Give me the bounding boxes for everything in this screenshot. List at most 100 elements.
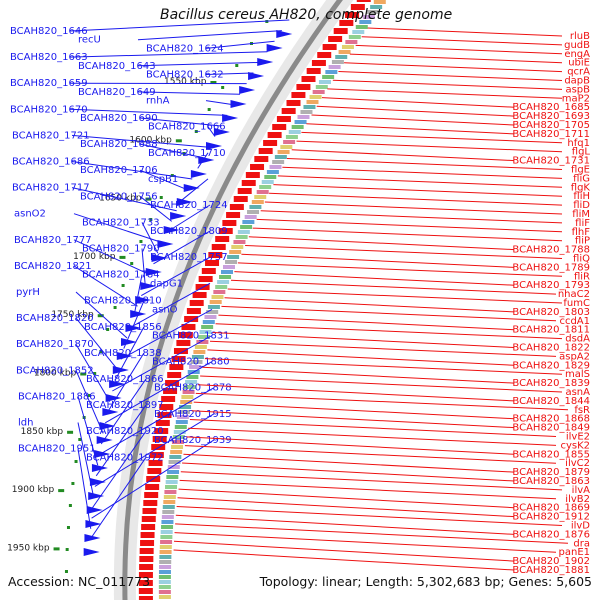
reverse-gene-label: BCAH820_1839 — [512, 378, 590, 389]
reverse-gene-leader — [215, 323, 563, 340]
forward-gene-leader — [181, 178, 209, 201]
forward-gene-label: BCAH820_1663 — [10, 52, 88, 63]
reverse-gene-arrow — [333, 28, 348, 34]
forward-gene-label: BCAH820_1724 — [150, 200, 228, 211]
forward-gene-leader — [197, 152, 209, 169]
forward-gene-arrow — [116, 352, 133, 360]
forward-gene-arrow — [145, 268, 162, 276]
functional-class-track-segment — [169, 455, 182, 459]
reverse-gene-leader — [367, 27, 563, 37]
forward-gene-label: BCAH820_1757 — [150, 252, 228, 263]
reverse-gene-leader — [291, 149, 515, 162]
reverse-gene-arrow — [276, 116, 291, 122]
functional-class-track-segment — [160, 530, 173, 534]
forward-gene-leader — [107, 352, 145, 413]
functional-class-track-segment — [341, 45, 354, 49]
reverse-gene-leader — [180, 471, 563, 491]
forward-gene-arrow — [190, 170, 207, 178]
functional-class-track-segment — [158, 580, 171, 584]
forward-gene-arrow — [125, 324, 142, 332]
reverse-gene-leader — [202, 366, 515, 384]
reverse-gene-arrow — [281, 108, 296, 114]
forward-gene-label: BCAH820_1866 — [86, 374, 164, 385]
reverse-gene-arrow — [181, 324, 196, 330]
functional-class-track-segment — [186, 375, 199, 379]
functional-class-track-segment — [240, 225, 253, 229]
functional-class-track-segment — [191, 355, 204, 359]
reverse-gene-leader — [256, 218, 563, 233]
forward-gene-leader — [133, 274, 143, 317]
forward-gene-leader — [137, 91, 241, 95]
forward-gene-label: asnO — [152, 304, 178, 315]
functional-class-track-segment — [256, 190, 269, 194]
reverse-gene-arrow — [267, 132, 282, 138]
reverse-gene-arrow — [258, 148, 273, 154]
reverse-gene-arrow — [322, 44, 337, 50]
reverse-gene-leader — [176, 506, 563, 526]
reverse-gene-label: fumC — [563, 298, 590, 309]
forward-gene-leader — [153, 230, 211, 265]
forward-gene-leader — [71, 187, 177, 212]
reverse-gene-leader — [182, 462, 515, 482]
functional-class-track-segment — [335, 55, 348, 59]
reverse-gene-arrow — [286, 100, 301, 106]
reverse-gene-leader — [269, 192, 563, 206]
reverse-gene-leader — [204, 358, 563, 375]
forward-gene-arrow — [84, 534, 101, 542]
forward-gene-label: BCAH820_1820 — [16, 313, 94, 324]
functional-class-track-segment — [285, 135, 298, 139]
reverse-gene-arrow — [163, 388, 178, 394]
reverse-gene-arrow — [218, 228, 233, 234]
functional-class-track-segment — [174, 425, 187, 429]
reverse-gene-leader — [241, 253, 515, 268]
reverse-gene-arrow — [138, 572, 153, 578]
forward-gene-label: pyrH — [16, 287, 40, 298]
functional-class-track-segment — [204, 315, 217, 319]
forward-gene-label: BCAH820_1915 — [154, 409, 232, 420]
reverse-gene-leader — [344, 62, 563, 73]
forward-gene-leader — [139, 117, 222, 127]
reverse-gene-leader — [183, 453, 515, 473]
reverse-gene-leader — [175, 514, 515, 535]
functional-class-track-segment — [194, 345, 207, 349]
reverse-gene-leader — [193, 401, 515, 420]
reverse-gene-label: qcrA — [567, 67, 590, 78]
functional-class-track-segment — [159, 560, 172, 564]
reverse-gene-leader — [209, 340, 557, 357]
reverse-gene-arrow — [345, 12, 360, 18]
forward-gene-label: BCAH820_1649 — [78, 87, 156, 98]
reverse-gene-arrow — [272, 124, 287, 130]
reverse-gene-leader — [174, 532, 557, 553]
reverse-gene-arrow — [169, 364, 184, 370]
forward-gene-leader — [141, 256, 211, 297]
functional-class-track-segment — [168, 460, 181, 464]
functional-class-track-segment — [166, 475, 179, 479]
reverse-gene-arrow — [226, 212, 241, 218]
forward-gene-leader — [112, 335, 213, 392]
functional-class-track-segment — [158, 590, 171, 594]
functional-class-track-segment — [266, 170, 279, 174]
forward-gene-label: BCAH820_1838 — [84, 348, 162, 359]
functional-class-track-segment — [370, 5, 383, 9]
functional-class-track-segment — [167, 465, 180, 469]
position-tick-label: 1700 kbp — [73, 252, 116, 262]
forward-gene-leader — [73, 265, 138, 307]
reverse-gene-leader — [178, 488, 515, 509]
functional-class-track-segment — [172, 435, 185, 439]
scale-dot — [221, 86, 225, 89]
reverse-gene-leader — [179, 479, 557, 500]
forward-gene-leader — [75, 370, 104, 434]
forward-gene-arrow — [266, 44, 283, 52]
functional-class-track-segment — [207, 305, 220, 309]
reverse-gene-arrow — [139, 548, 154, 554]
reverse-gene-label: dra — [573, 538, 590, 549]
reverse-gene-arrow — [184, 316, 199, 322]
scale-dot — [106, 328, 110, 331]
reverse-gene-arrow — [222, 220, 237, 226]
position-tick-mark — [67, 430, 74, 434]
reverse-gene-arrow — [215, 236, 230, 242]
reverse-gene-arrow — [245, 172, 260, 178]
reverse-gene-arrow — [171, 356, 186, 362]
reverse-gene-label: flgL — [572, 147, 591, 158]
functional-class-track-segment — [274, 155, 287, 159]
